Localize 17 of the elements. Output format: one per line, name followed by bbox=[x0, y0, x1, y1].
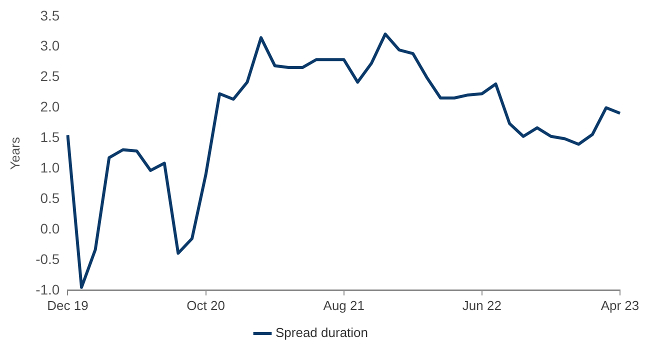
x-tick-label: Jun 22 bbox=[462, 298, 502, 313]
legend-label: Spread duration bbox=[275, 325, 368, 340]
y-tick-label: 2.5 bbox=[40, 68, 60, 84]
y-axis-title: Years bbox=[7, 136, 22, 170]
y-tick-label: 0.5 bbox=[40, 190, 60, 206]
y-tick-label: 2.0 bbox=[40, 98, 60, 115]
x-tick-label: Apr 23 bbox=[600, 298, 640, 313]
y-tick-label: 3.5 bbox=[40, 7, 60, 24]
y-tick-label: -1.0 bbox=[36, 281, 60, 298]
x-tick-label: Dec 19 bbox=[47, 298, 88, 313]
y-tick-label: 1.5 bbox=[40, 129, 60, 146]
x-tick-label: Aug 21 bbox=[323, 298, 364, 313]
x-tick-label: Oct 20 bbox=[186, 298, 225, 313]
y-tick-label: 0.0 bbox=[40, 220, 60, 236]
y-tick-label: -0.5 bbox=[36, 250, 60, 267]
y-tick-label: 1.0 bbox=[40, 159, 60, 176]
y-tick-label: 3.0 bbox=[40, 38, 60, 54]
